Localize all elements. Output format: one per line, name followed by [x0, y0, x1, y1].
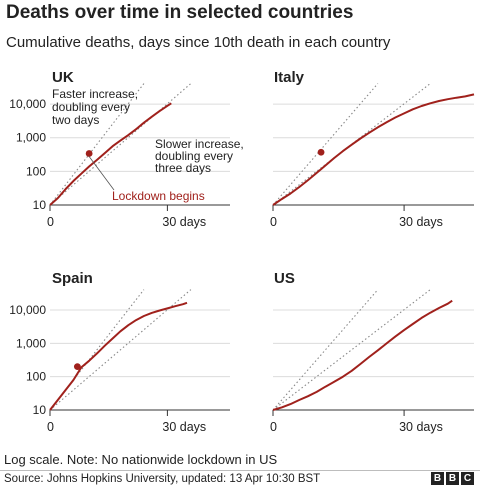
chart-title: Deaths over time in selected countries — [6, 2, 354, 23]
x-tick-label: 0 — [270, 215, 277, 229]
bbc-logo-letter-2: B — [446, 472, 459, 485]
x-tick-label: 30 days — [399, 215, 443, 229]
doubling-guide-line — [273, 83, 431, 206]
y-tick-label: 10 — [33, 198, 47, 212]
y-tick-label: 10,000 — [9, 303, 46, 317]
scale-note: Log scale. Note: No nationwide lockdown … — [4, 452, 278, 467]
doubling-guide-line — [50, 83, 192, 206]
bbc-logo-letter-3: C — [461, 472, 474, 485]
annotation-slower-line: Slower increase, — [155, 137, 244, 151]
panel-italy: 0 30 days Italy — [270, 69, 475, 229]
lockdown-marker — [73, 363, 81, 371]
y-tick-label: 10,000 — [9, 97, 46, 111]
panel-title: Spain — [52, 270, 93, 287]
lockdown-marker — [317, 148, 325, 156]
annotation-faster-line: Faster increase, — [52, 87, 138, 101]
bbc-logo: B B C — [431, 472, 474, 485]
lockdown-marker — [85, 150, 93, 157]
bbc-logo-letter-1: B — [431, 472, 444, 485]
panel-title: UK — [52, 69, 74, 86]
panel-us: 0 30 days US — [270, 270, 474, 434]
doubling-guide-line — [273, 289, 431, 411]
x-tick-label: 0 — [47, 420, 54, 434]
deaths-series-line — [272, 93, 475, 206]
lockdown-leader-line — [88, 156, 115, 191]
y-tick-label: 1,000 — [16, 131, 46, 145]
doubling-guide-line — [50, 83, 145, 206]
x-tick-label: 30 days — [162, 215, 206, 229]
y-tick-label: 1,000 — [16, 336, 46, 350]
x-tick-label: 0 — [47, 215, 54, 229]
footer-divider — [0, 470, 480, 471]
panel-spain: 10 100 1,000 10,000 0 30 days Spain — [9, 270, 230, 434]
x-tick-label: 0 — [270, 420, 277, 434]
source-credit: Source: Johns Hopkins University, update… — [4, 473, 321, 485]
y-tick-label: 100 — [26, 370, 46, 384]
doubling-guide-line — [50, 289, 192, 411]
y-tick-label: 10 — [33, 403, 47, 417]
x-tick-label: 30 days — [399, 420, 443, 434]
x-tick-label: 30 days — [162, 420, 206, 434]
annotation-slower-line: three days — [155, 161, 211, 175]
annotation-lockdown: Lockdown begins — [112, 189, 205, 203]
deaths-series-line — [272, 299, 453, 411]
doubling-guide-line — [273, 83, 379, 206]
y-tick-label: 100 — [26, 164, 46, 178]
deaths-series-line — [49, 102, 172, 206]
panel-title: US — [274, 270, 295, 287]
annotation-faster-line: doubling every — [52, 100, 130, 114]
annotation-faster-line: two days — [52, 113, 99, 127]
panel-title: Italy — [274, 69, 305, 86]
chart-subtitle: Cumulative deaths, days since 10th death… — [6, 34, 391, 51]
annotation-slower-line: doubling every — [155, 149, 233, 163]
deaths-series-line — [49, 301, 188, 411]
doubling-guide-line — [273, 289, 379, 411]
